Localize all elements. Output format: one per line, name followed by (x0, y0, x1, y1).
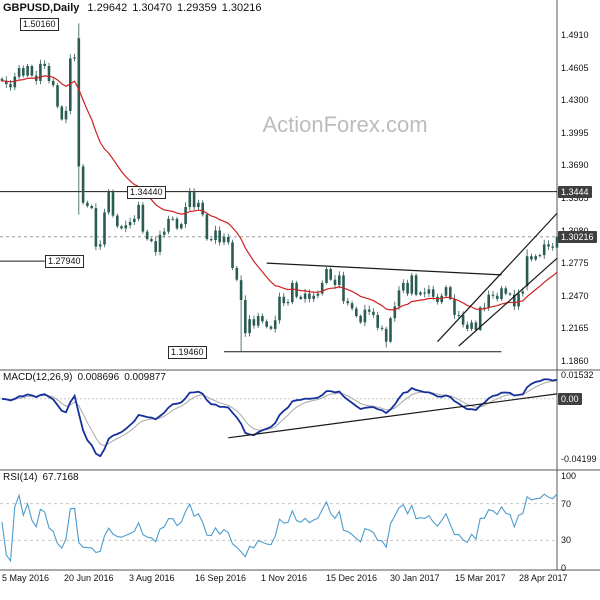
date-axis-label: 5 May 2016 (2, 573, 50, 583)
date-axis-label: 15 Dec 2016 (326, 573, 378, 583)
chart-title: GBPUSD,Daily 1.29642 1.30470 1.29359 1.30216 (3, 2, 266, 14)
date-axis-label: 30 Jan 2017 (390, 573, 440, 583)
price-level-label: 1.27940 (45, 255, 84, 269)
symbol-period-label: GBPUSD,Daily (3, 2, 80, 14)
ohlc-high: 1.30470 (132, 2, 172, 14)
price-badge: 1.30216 (558, 230, 597, 243)
price-axis-tick: 1.2775 (561, 258, 589, 269)
price-axis-tick: 1.3385 (561, 192, 589, 203)
price-level-label: 1.50160 (20, 17, 59, 31)
rsi-label: RSI(14) 67.7168 (3, 472, 84, 483)
ohlc-open: 1.29642 (87, 2, 128, 14)
price-axis-tick: 1.4605 (561, 62, 589, 73)
rsi-axis-tick: 70 (561, 498, 572, 509)
date-axis-label: 15 Mar 2017 (455, 573, 506, 583)
rsi-indicator-name: RSI(14) (3, 472, 38, 483)
price-level-label: 1.34440 (127, 185, 166, 199)
price-axis-tick: 1.4910 (561, 29, 589, 40)
rsi-axis-tick: 0 (561, 563, 567, 573)
trendlines (266, 212, 558, 347)
date-axis-label: 1 Nov 2016 (261, 573, 308, 583)
macd-line (1, 378, 558, 458)
date-axis-label: 20 Jun 2016 (64, 573, 114, 583)
price-axis-tick: 1.4300 (561, 95, 589, 106)
watermark: ActionForex.com (262, 112, 428, 137)
macd-trendline (228, 393, 558, 439)
support-resistance-lines (0, 191, 557, 353)
macd-value: 0.008696 (77, 372, 120, 383)
macd-axis-tick: -0.04199 (561, 454, 597, 465)
date-axis-label: 16 Sep 2016 (195, 573, 247, 583)
price-axis-tick: 1.2470 (561, 290, 589, 301)
macd-signal-line (1, 380, 558, 447)
price-axis-tick: 1.3690 (561, 160, 589, 171)
macd-label: MACD(12,26,9) 0.008696 0.009877 (3, 372, 171, 383)
rsi-value: 67.7168 (42, 472, 79, 483)
macd-axis-tick: 0.00 (558, 392, 582, 405)
ohlc-close: 1.30216 (221, 2, 262, 14)
price-axis-tick: 1.3080 (561, 226, 589, 236)
price-badge: 1.3444 (558, 185, 592, 198)
macd-signal-value: 0.009877 (124, 372, 166, 383)
macd-indicator-name: MACD(12,26,9) (3, 372, 73, 383)
price-level-label: 1.19460 (168, 345, 207, 359)
chart-frame (0, 0, 600, 571)
rsi-axis-tick: 30 (561, 535, 572, 546)
date-axis-label: 3 Aug 2016 (129, 573, 175, 583)
price-axis-tick: 1.1860 (561, 355, 589, 366)
moving-average-line (1, 75, 558, 311)
rsi-line (1, 493, 558, 563)
price-axis-tick: 1.3995 (561, 127, 589, 138)
macd-axis-tick: 0.01532 (561, 370, 594, 381)
date-axis-label: 28 Apr 2017 (519, 573, 568, 583)
price-axis-tick: 1.2165 (561, 323, 589, 334)
ohlc-low: 1.29359 (176, 2, 217, 14)
rsi-axis-tick: 100 (561, 471, 577, 481)
